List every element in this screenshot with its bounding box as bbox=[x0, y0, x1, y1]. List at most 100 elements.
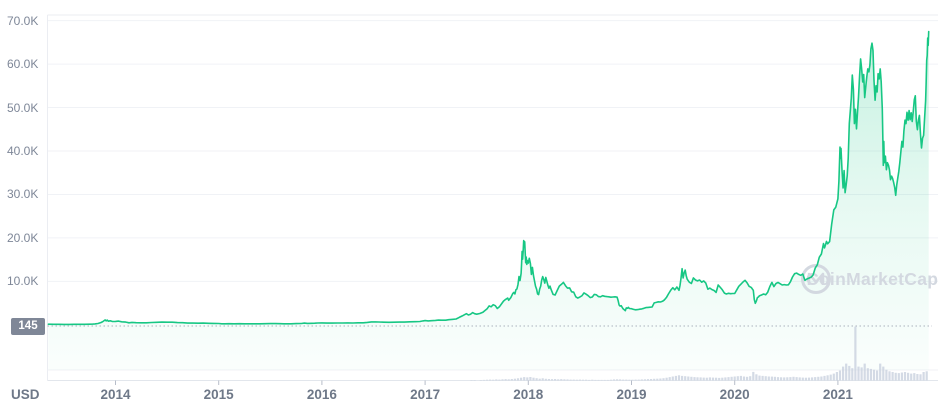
volume-bar bbox=[495, 379, 498, 381]
volume-bar bbox=[792, 376, 795, 381]
x-axis-label: 2019 bbox=[616, 387, 647, 402]
volume-bar bbox=[885, 369, 888, 381]
volume-bar bbox=[718, 377, 721, 381]
watermark-text: CoinMarketCap bbox=[806, 269, 938, 289]
volume-bar bbox=[674, 375, 677, 381]
x-axis-label: 2016 bbox=[306, 387, 337, 402]
volume-bar bbox=[922, 372, 925, 381]
volume-bar bbox=[708, 377, 711, 381]
volume-bar bbox=[473, 380, 476, 381]
volume-bar bbox=[786, 377, 789, 381]
volume-bar bbox=[606, 379, 609, 381]
volume-bar bbox=[832, 373, 835, 381]
volume-bar bbox=[823, 375, 826, 381]
volume-bar bbox=[622, 379, 625, 381]
volume-bar bbox=[547, 379, 550, 381]
y-axis-label: 40.0K bbox=[7, 144, 39, 158]
volume-bar bbox=[755, 374, 758, 381]
volume-bar bbox=[798, 377, 801, 381]
volume-bar bbox=[516, 378, 520, 381]
volume-bar bbox=[705, 377, 708, 381]
volume-bar bbox=[513, 378, 516, 381]
volume-bar bbox=[869, 368, 872, 381]
volume-bar bbox=[665, 377, 668, 381]
volume-bar bbox=[835, 372, 838, 381]
volume-bar bbox=[807, 377, 811, 381]
volume-bar bbox=[489, 379, 492, 381]
volume-bar bbox=[817, 376, 820, 381]
volume-bar bbox=[916, 374, 919, 381]
y-axis-label: 10.0K bbox=[7, 274, 39, 289]
volume-bar bbox=[842, 366, 845, 381]
volume-bar bbox=[538, 378, 541, 381]
volume-bar bbox=[742, 376, 746, 381]
volume-bar bbox=[866, 368, 869, 381]
volume-bar bbox=[650, 379, 653, 381]
volume-bar bbox=[733, 376, 736, 381]
volume-bar bbox=[811, 377, 814, 381]
y-axis-label: 30.0K bbox=[7, 187, 39, 202]
x-axis-label: 2017 bbox=[410, 387, 441, 402]
volume-bar bbox=[656, 378, 659, 381]
volume-bar bbox=[776, 377, 780, 381]
volume-bar bbox=[557, 379, 560, 381]
volume-bar bbox=[504, 379, 507, 381]
volume-bar bbox=[684, 376, 687, 381]
volume-bar bbox=[838, 370, 842, 381]
volume-bar bbox=[535, 378, 538, 381]
volume-bar bbox=[891, 372, 894, 381]
volume-bar bbox=[860, 367, 863, 381]
price-line bbox=[47, 30, 930, 326]
volume-bar bbox=[550, 379, 554, 381]
volume-bar bbox=[702, 377, 705, 381]
volume-bar bbox=[485, 379, 489, 381]
volume-bar bbox=[566, 379, 569, 381]
volume-bar bbox=[854, 326, 857, 381]
volume-bar bbox=[668, 377, 671, 381]
volume-bar bbox=[773, 376, 776, 381]
volume-bar bbox=[482, 379, 485, 381]
volume-bar bbox=[612, 379, 616, 381]
volume-bar bbox=[560, 379, 563, 381]
volume-bar bbox=[925, 371, 928, 381]
price-area bbox=[48, 31, 929, 370]
y-axis-label: 20.0K bbox=[7, 230, 39, 245]
volume-bar bbox=[715, 377, 718, 381]
baseline-price-badge: 145 bbox=[11, 318, 45, 335]
volume-bar bbox=[640, 379, 643, 381]
volume-bar bbox=[872, 369, 876, 381]
volume-bar bbox=[761, 375, 764, 381]
volume-bar bbox=[829, 374, 832, 381]
volume-bar bbox=[631, 379, 634, 381]
volume-bar bbox=[863, 363, 866, 381]
volume-bar bbox=[727, 377, 730, 381]
volume-bar bbox=[913, 373, 916, 381]
volume-bar bbox=[699, 377, 702, 381]
volume-bar bbox=[544, 378, 547, 381]
volume-bar bbox=[619, 379, 622, 381]
volume-bar bbox=[758, 375, 761, 381]
volume-bar bbox=[693, 377, 696, 381]
volume-bar bbox=[628, 379, 631, 381]
volume-bar bbox=[711, 377, 715, 381]
volume-bar bbox=[532, 377, 535, 381]
volume-bar bbox=[736, 376, 739, 381]
volume-bar bbox=[616, 379, 619, 381]
volume-bar bbox=[634, 379, 637, 381]
volume-bar bbox=[879, 363, 882, 381]
volume-bar bbox=[894, 372, 897, 381]
volume-bar bbox=[749, 376, 752, 381]
volume-bar bbox=[501, 379, 504, 381]
volume-bar bbox=[597, 379, 600, 381]
x-axis-label: 2015 bbox=[203, 387, 234, 402]
volume-bar bbox=[470, 380, 473, 381]
volume-bar bbox=[529, 377, 532, 381]
currency-label: USD bbox=[11, 387, 40, 402]
volume-bar bbox=[653, 378, 656, 381]
volume-bar bbox=[643, 379, 646, 381]
volume-bar bbox=[814, 377, 817, 381]
volume-bar bbox=[637, 379, 640, 381]
volume-bar bbox=[876, 370, 879, 381]
